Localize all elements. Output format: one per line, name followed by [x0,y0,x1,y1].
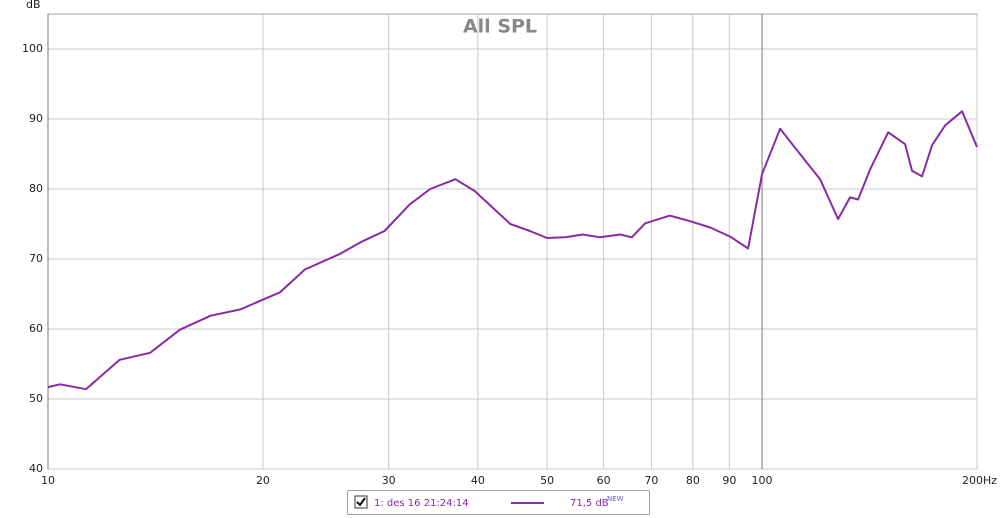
x-tick-label: 70 [644,474,658,487]
x-tick-label: 80 [686,474,700,487]
legend: 1: des 16 21:24:14 71,5 dB NEW [347,490,650,515]
y-tick-label: 90 [29,112,43,125]
x-tick-label: 50 [540,474,554,487]
x-tick-label: 100 [752,474,773,487]
legend-value: 71,5 dB [570,498,609,509]
chart: All SPL dB 40 50 60 70 80 90 100 10 20 30 40 50 60 70… [22,0,997,487]
x-tick-label: 10 [41,474,55,487]
x-tick-label: 90 [722,474,736,487]
y-tick-label: 80 [29,182,43,195]
legend-content: 1: des 16 21:24:14 71,5 dB NEW [354,495,624,509]
x-tick-label: 40 [471,474,485,487]
y-axis-label: dB [26,0,41,11]
chart-title: All SPL [463,16,537,38]
x-tick-label: 60 [597,474,611,487]
y-tick-label: 100 [22,42,43,55]
x-tick-label: 200Hz [962,474,997,487]
legend-label: 1: des 16 21:24:14 [374,498,469,509]
y-tick-label: 60 [29,322,43,335]
x-tick-label: 30 [382,474,396,487]
y-tick-label: 50 [29,392,43,405]
legend-tag: NEW [607,495,624,503]
series-line [47,110,978,391]
x-tick-label: 20 [256,474,270,487]
grid [47,14,978,470]
y-tick-label: 40 [29,462,43,475]
plot-area [47,13,978,470]
checkmark [356,497,366,507]
y-tick-label: 70 [29,252,43,265]
